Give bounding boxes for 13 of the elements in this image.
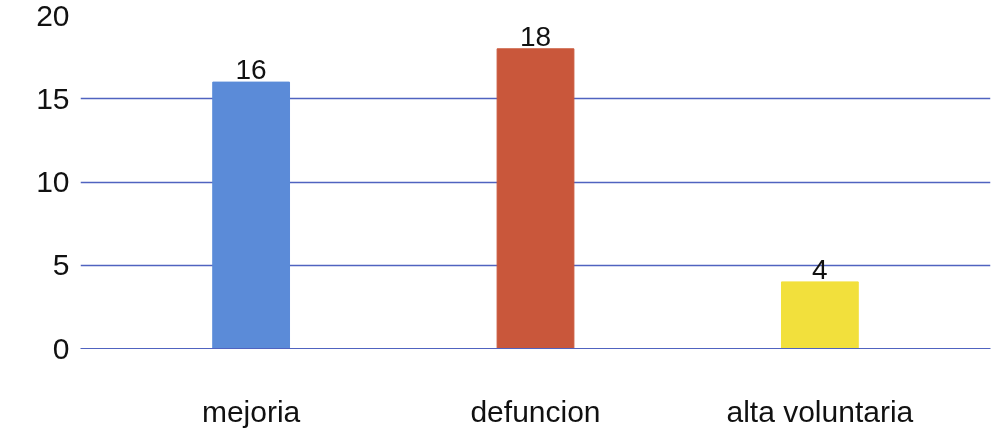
data-label: 18 — [519, 20, 552, 52]
data-label: 16 — [235, 54, 267, 86]
y-tick-label: 10 — [36, 165, 70, 198]
y-tick-label: 20 — [36, 0, 70, 32]
y-tick-label: 5 — [52, 248, 70, 282]
bar — [496, 48, 575, 349]
y-tick-label: 15 — [36, 81, 70, 115]
bar — [212, 81, 291, 349]
x-tick-label: defuncion — [470, 394, 601, 428]
x-tick-label: alta voluntaria — [726, 394, 914, 428]
x-tick-label: mejoria — [201, 394, 301, 428]
bar — [780, 281, 859, 349]
y-tick-label: 0 — [52, 331, 70, 365]
